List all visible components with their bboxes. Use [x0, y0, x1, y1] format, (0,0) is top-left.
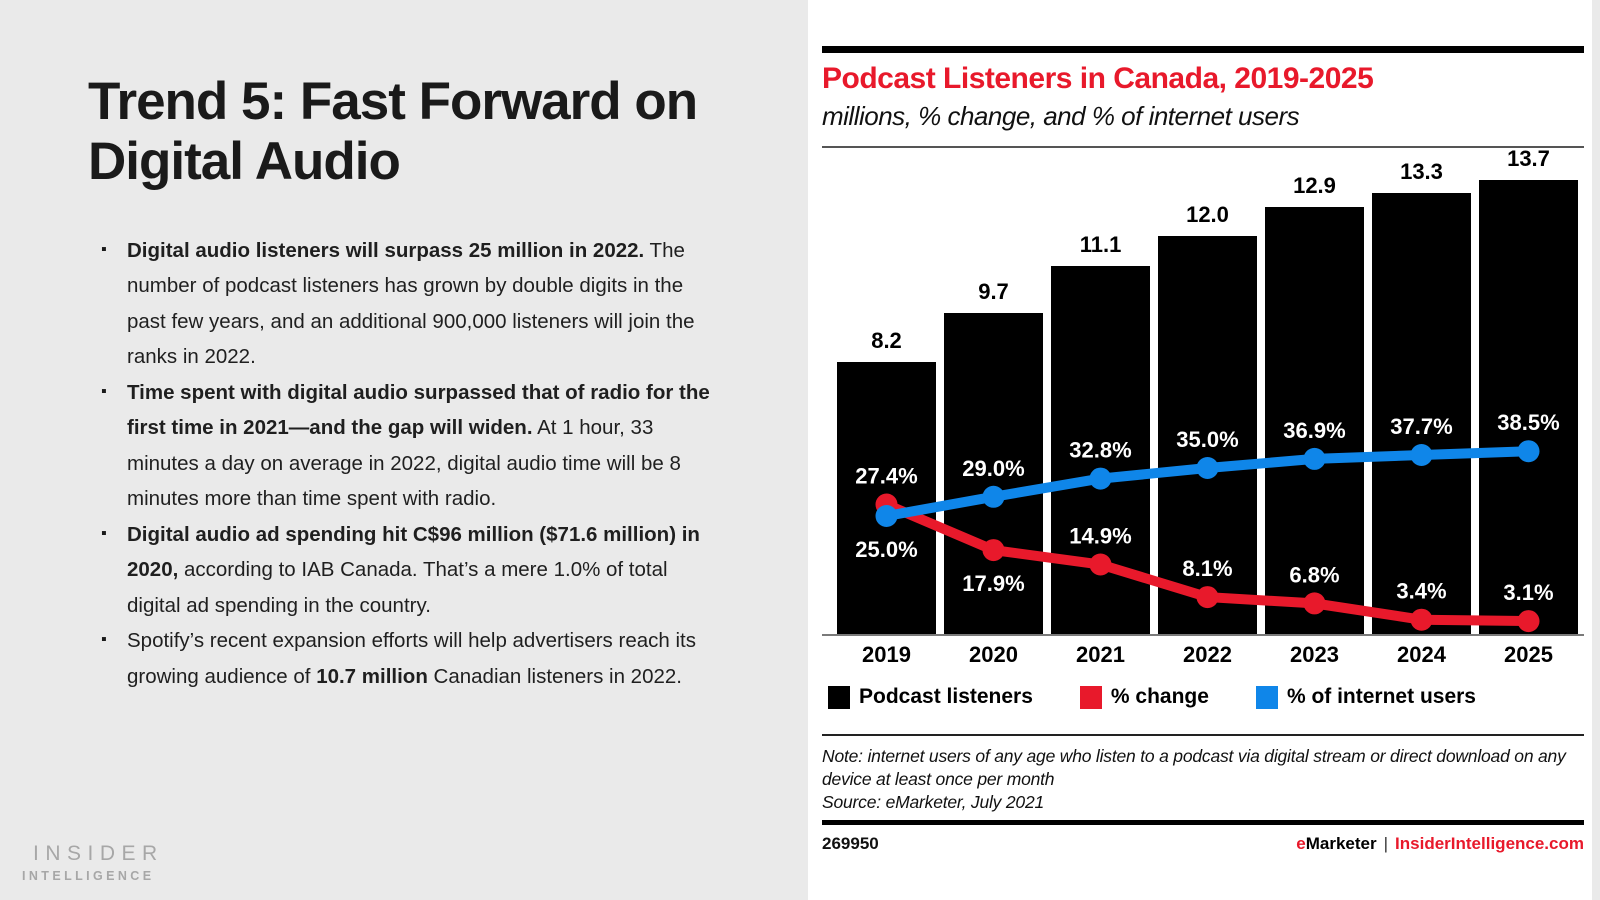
bullet-text: Canadian listeners in 2022.: [427, 664, 682, 688]
data-point-2020: [982, 539, 1005, 562]
bullet-item-3: Digital audio ad spending hit C$96 milli…: [100, 516, 714, 624]
x-tick-2021: 2021: [1076, 642, 1125, 667]
chart-id: 269950: [822, 834, 879, 853]
logo-line-insider: INSIDER: [33, 842, 164, 865]
note-rule: [822, 734, 1584, 736]
x-tick-2022: 2022: [1183, 642, 1232, 667]
footer-rule: [822, 820, 1584, 825]
line-value-label-2024: 37.7%: [1390, 414, 1452, 439]
legend-swatch-icon: [1255, 685, 1278, 709]
legend-label: % of internet users: [1286, 685, 1476, 708]
legend-item: % of internet users: [1255, 685, 1476, 709]
bar-2023: [1265, 206, 1364, 634]
line-value-label-2023: 6.8%: [1289, 562, 1339, 587]
bar-value-label-2023: 12.9: [1293, 172, 1336, 198]
data-point-2022: [1196, 457, 1219, 479]
chart-subtitle: millions, % change, and % of internet us…: [822, 101, 1300, 131]
bar-2022: [1158, 236, 1257, 634]
data-point-2020: [982, 485, 1005, 508]
bar-2025: [1479, 180, 1578, 634]
legend-item: % change: [1079, 685, 1209, 709]
data-point-2021: [1089, 553, 1112, 576]
data-point-2025: [1517, 610, 1540, 633]
line-value-label-2019: 27.4%: [855, 464, 917, 489]
line-value-label-2023: 36.9%: [1283, 418, 1345, 443]
brand-footer: eMarketer | InsiderIntelligence.com: [1296, 834, 1584, 853]
source-text: Source: eMarketer, July 2021: [822, 792, 1045, 812]
bullet-text-bold: Digital audio listeners will surpass 25 …: [127, 238, 645, 262]
bullet-text: according to IAB Canada. That’s a mere 1…: [127, 558, 668, 617]
x-tick-2019: 2019: [862, 642, 911, 667]
bullet-item-2: Time spent with digital audio surpassed …: [100, 374, 714, 517]
page-title: Trend 5: Fast Forward on Digital Audio: [88, 72, 698, 192]
chart-card: Podcast Listeners in Canada, 2019-2025 m…: [822, 46, 1584, 854]
line-value-label-2021: 32.8%: [1069, 438, 1131, 463]
left-panel: Trend 5: Fast Forward on Digital Audio D…: [0, 0, 808, 900]
legend-swatch-icon: [1079, 685, 1102, 709]
bar-value-label-2021: 11.1: [1079, 232, 1122, 258]
data-point-2021: [1089, 467, 1112, 490]
insider-intelligence-logo: INSIDER INTELLIGENCE: [22, 842, 164, 883]
data-point-2023: [1303, 447, 1326, 470]
chart-plot: 8.2 9.7 11.1 12.0 12.9 13.3 13.7 27.4% 17.9% 14.9…: [822, 146, 1584, 636]
legend-swatch-icon: [828, 685, 850, 709]
bar-value-label-2024: 13.3: [1400, 159, 1443, 185]
bar-value-label-2020: 9.7: [978, 278, 1009, 304]
data-point-2023: [1303, 592, 1326, 615]
x-tick-2025: 2025: [1504, 642, 1553, 667]
bar-value-label-2025: 13.7: [1507, 146, 1550, 172]
chart-legend: Podcast listeners % change % of internet u…: [828, 684, 1584, 710]
line-value-label-2022: 35.0%: [1176, 427, 1238, 452]
legend-label: Podcast listeners: [859, 685, 1033, 708]
legend-label: % change: [1110, 685, 1209, 708]
bullet-text: Spotify’s recent expansion efforts will …: [127, 629, 696, 688]
x-tick-2020: 2020: [969, 642, 1018, 667]
chart-panel: Podcast Listeners in Canada, 2019-2025 m…: [808, 0, 1592, 900]
bullet-item-4: Spotify’s recent expansion efforts will …: [100, 622, 714, 694]
bullet-text-bold: 10.7 million: [316, 664, 428, 688]
chart-title: Podcast Listeners in Canada, 2019-2025: [822, 62, 1374, 95]
data-point-2019: [875, 505, 898, 527]
bar-value-label-2022: 12.0: [1186, 202, 1229, 228]
data-point-2024: [1410, 444, 1433, 466]
data-point-2022: [1196, 586, 1219, 609]
line-series-overlay: 27.4% 17.9% 14.9% 8.1% 6.8% 3.4% 3.1% 25.0% 29.0…: [855, 410, 1560, 633]
insider-intelligence-link[interactable]: InsiderIntelligence.com: [1395, 834, 1584, 853]
data-point-2025: [1517, 440, 1540, 463]
bar-2020: [944, 312, 1043, 634]
bullet-text: At 1 hour, 33 minutes a day on average i…: [127, 416, 681, 511]
x-tick-2023: 2023: [1290, 642, 1339, 667]
line-value-label-2020: 29.0%: [962, 456, 1024, 481]
bullet-text: The number of podcast listeners has grow…: [127, 238, 695, 369]
chart-footer: 269950 eMarketer | InsiderIntelligence.com: [822, 834, 1584, 854]
line-value-label-2020: 17.9%: [962, 571, 1024, 596]
line-value-label-2024: 3.4%: [1396, 579, 1446, 604]
chart-note: Note: internet users of any age who list…: [822, 745, 1584, 814]
x-tick-2024: 2024: [1397, 642, 1446, 667]
header-rule: [822, 146, 1584, 148]
legend-item: Podcast listeners: [828, 685, 1033, 709]
line-value-label-2025: 3.1%: [1503, 580, 1553, 605]
emarketer-logo: e: [1296, 834, 1306, 853]
bullet-item-1: Digital audio listeners will surpass 25 …: [100, 232, 714, 375]
line-value-label-2021: 14.9%: [1069, 524, 1131, 549]
bullet-text-bold: Digital audio ad spending hit C$96 milli…: [127, 522, 700, 582]
data-point-2024: [1410, 608, 1433, 631]
line-value-label-2019: 25.0%: [855, 537, 917, 562]
logo-line-intelligence: INTELLIGENCE: [22, 869, 155, 883]
line-value-label-2022: 8.1%: [1182, 556, 1232, 581]
bar-2024: [1372, 193, 1471, 634]
bullet-text-bold: Time spent with digital audio surpassed …: [127, 380, 710, 440]
line-value-label-2025: 38.5%: [1497, 410, 1559, 435]
note-text: Note: internet users of any age who list…: [822, 746, 1566, 789]
bar-value-label-2019: 8.2: [871, 328, 902, 354]
top-rule: [822, 46, 1584, 53]
footer-divider: |: [1383, 834, 1389, 853]
x-axis-labels: 2019 2020 2021 2022 2023 2024 2025: [822, 642, 1584, 668]
bullet-list: Digital audio listeners will surpass 25 …: [100, 232, 714, 695]
